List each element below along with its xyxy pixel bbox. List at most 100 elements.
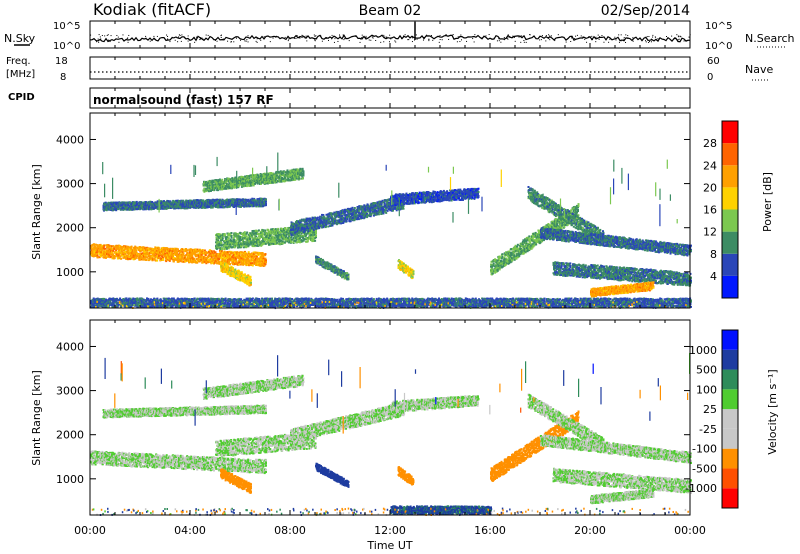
noise-search-dot (304, 37, 305, 38)
noise-search-dot (625, 34, 626, 35)
noise-search-dot (203, 39, 204, 40)
noise-search-dot (551, 35, 552, 36)
noise-search-dot (429, 39, 430, 40)
noise-search-dot (674, 37, 675, 38)
echo-cell (252, 265, 254, 267)
noise-search-dot (536, 38, 537, 39)
noise-search-dot (689, 37, 690, 38)
noise-search-dot (489, 34, 490, 35)
noise-search-dot (583, 36, 584, 37)
noise-search-dot (227, 41, 228, 42)
noise-search-dot (416, 34, 417, 35)
noise-search-dot (584, 39, 585, 40)
noise-search-dot (648, 42, 649, 43)
noise-search-dot (655, 36, 656, 37)
noise-search-dot (301, 35, 302, 36)
noise-search-dot (684, 40, 685, 41)
noise-search-dot (523, 40, 524, 41)
noise-search-dot (288, 36, 289, 37)
freq-unit-label: [MHz] (6, 69, 35, 80)
noise-search-dot (586, 42, 587, 43)
noise-search-dot (512, 36, 513, 37)
noise-search-dot (90, 35, 91, 36)
noise-search-dot (178, 36, 179, 37)
noise-search-dot (384, 36, 385, 37)
noise-search-dot (671, 36, 672, 37)
nsky-label: N.Sky (4, 32, 36, 45)
cpid-label: CPID (8, 92, 35, 103)
noise-search-dot (426, 35, 427, 36)
echo-cell (114, 257, 116, 259)
noise-search-dot (432, 40, 433, 41)
noise-tick-high-left: 10^5 (53, 21, 80, 32)
echo-cell (282, 241, 284, 243)
noise-search-dot (389, 35, 390, 36)
noise-search-dot (181, 41, 182, 42)
noise-search-dot (248, 41, 249, 42)
noise-search-dot (306, 40, 307, 41)
noise-search-dot (102, 35, 103, 36)
echo-cell (286, 233, 288, 235)
echo-cell (315, 231, 317, 233)
noise-search-dot (680, 36, 681, 37)
nave-tick-high: 60 (707, 56, 720, 67)
noise-search-dot (140, 39, 141, 40)
noise-search-dot (403, 35, 404, 36)
noise-search-dot (369, 39, 370, 40)
noise-search-dot (627, 38, 628, 39)
noise-search-dot (450, 35, 451, 36)
noise-search-dot (591, 36, 592, 37)
echo-cell (227, 251, 229, 253)
noise-search-dot (616, 39, 617, 40)
noise-search-dot (314, 39, 315, 40)
noise-search-dot (500, 42, 501, 43)
echo-cell (306, 220, 308, 222)
noise-search-dot (440, 35, 441, 36)
noise-search-dot (285, 37, 286, 38)
noise-search-dot (598, 35, 599, 36)
noise-search-dot (383, 41, 384, 42)
noise-search-dot (334, 36, 335, 37)
echo-cell (327, 226, 329, 228)
noise-search-dot (548, 34, 549, 35)
noise-search-dot (343, 35, 344, 36)
noise-search-dot (621, 40, 622, 41)
noise-search-dot (549, 39, 550, 40)
noise-search-dot (446, 34, 447, 35)
echo-cell (113, 248, 115, 250)
noise-search-dot (646, 41, 647, 42)
noise-search-dot (206, 35, 207, 36)
noise-search-dot (344, 38, 345, 39)
noise-search-dot (645, 37, 646, 38)
noise-search-dot (166, 35, 167, 36)
noise-search-dot (288, 40, 289, 41)
noise-search-dot (539, 39, 540, 40)
echo-cell (265, 261, 267, 263)
noise-search-dot (679, 39, 680, 40)
noise-search-dot (549, 35, 550, 36)
noise-search-dot (299, 38, 300, 39)
noise-search-dot (460, 34, 461, 35)
beam-title: Beam 02 (359, 3, 422, 19)
echo-cell (218, 241, 220, 243)
noise-search-dot (116, 35, 117, 36)
noise-search-dot (508, 34, 509, 35)
noise-search-dot (366, 37, 367, 38)
echo-cell (233, 237, 235, 239)
nsearch-label: N.Search (745, 32, 795, 45)
noise-search-dot (474, 41, 475, 42)
noise-search-dot (118, 42, 119, 43)
noise-search-dot (497, 40, 498, 41)
echo-cell (97, 256, 99, 258)
noise-search-dot (326, 38, 327, 39)
noise-search-dot (595, 41, 596, 42)
echo-cell (315, 235, 317, 237)
noise-search-dot (621, 34, 622, 35)
echo-cell (231, 232, 233, 234)
noise-search-dot (405, 34, 406, 35)
echo-cell (228, 237, 230, 239)
noise-search-dot (118, 37, 119, 38)
noise-search-dot (651, 41, 652, 42)
noise-search-dot (457, 41, 458, 42)
noise-search-dot (599, 39, 600, 40)
